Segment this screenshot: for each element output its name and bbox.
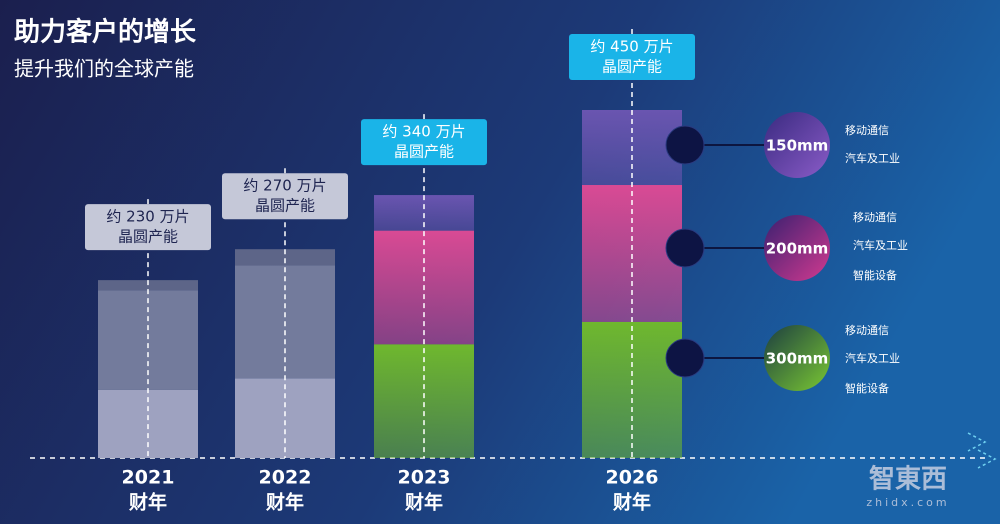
value-label: 约 230 万片 [106,208,189,226]
application: 智能设备 [853,268,897,282]
subtitle: 提升我们的全球产能 [14,57,194,81]
value-label-caption: 晶圆产能 [394,143,454,161]
legend-label: 300mm [766,350,829,368]
value-label-caption: 晶圆产能 [602,58,662,76]
application: 汽车及工业 [853,238,908,252]
application: 汽车及工业 [845,351,900,365]
application: 汽车及工业 [845,151,900,165]
x-tick-suffix: 财年 [405,491,443,514]
x-tick-label: 2022 [259,467,312,489]
application: 智能设备 [845,381,889,395]
arrow [967,432,997,469]
x-tick-label: 2026 [606,467,659,489]
application: 移动通信 [845,124,889,137]
x-tick-suffix: 财年 [613,491,651,514]
application: 移动通信 [845,324,889,337]
value-label: 约 340 万片 [382,123,465,141]
connector-dot [665,228,705,268]
connector-dot [665,125,705,165]
legend-label: 150mm [766,137,829,155]
title: 助力客户的增长 [14,17,197,48]
connector-dot [665,338,705,378]
legend-circle [764,325,830,391]
legend-label: 200mm [766,240,829,258]
bar-segment [98,280,198,291]
x-tick-label: 2021 [122,467,175,489]
watermark: 智東西 [869,465,947,495]
value-label-box [569,34,695,80]
value-label-box [222,173,348,220]
legend-circle [764,112,830,178]
application: 移动通信 [853,211,897,224]
x-tick-label: 2023 [398,467,451,489]
value-label: 约 270 万片 [243,177,326,195]
value-label-caption: 晶圆产能 [255,197,315,215]
value-label-box [361,119,487,166]
watermark-url: zhidx.com [866,496,949,509]
bar-segment [235,378,335,458]
bar-segment [235,249,335,266]
x-tick-suffix: 财年 [129,491,167,514]
legend-circle [764,215,830,281]
value-label-caption: 晶圆产能 [118,228,178,246]
value-label-box [85,204,211,251]
x-tick-suffix: 财年 [266,491,304,514]
value-label: 约 450 万片 [590,38,673,56]
